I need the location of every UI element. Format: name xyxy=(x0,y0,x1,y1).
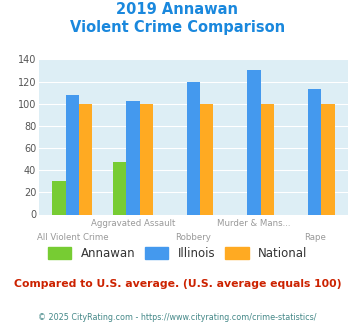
Bar xyxy=(308,89,321,214)
Bar xyxy=(113,162,126,214)
Bar xyxy=(140,104,153,214)
Bar xyxy=(79,104,92,214)
Bar xyxy=(53,181,66,214)
Text: Violent Crime Comparison: Violent Crime Comparison xyxy=(70,20,285,35)
Text: Compared to U.S. average. (U.S. average equals 100): Compared to U.S. average. (U.S. average … xyxy=(14,279,341,289)
Text: 2019 Annawan: 2019 Annawan xyxy=(116,2,239,16)
Bar xyxy=(200,104,213,214)
Bar xyxy=(66,95,79,214)
Text: Aggravated Assault: Aggravated Assault xyxy=(91,219,175,228)
Bar xyxy=(126,102,140,214)
Legend: Annawan, Illinois, National: Annawan, Illinois, National xyxy=(48,247,307,260)
Bar xyxy=(247,71,261,215)
Text: Murder & Mans...: Murder & Mans... xyxy=(217,219,291,228)
Bar xyxy=(187,82,200,214)
Text: Robbery: Robbery xyxy=(175,233,212,242)
Text: All Violent Crime: All Violent Crime xyxy=(37,233,108,242)
Bar xyxy=(321,104,334,214)
Text: © 2025 CityRating.com - https://www.cityrating.com/crime-statistics/: © 2025 CityRating.com - https://www.city… xyxy=(38,313,317,322)
Text: Rape: Rape xyxy=(304,233,326,242)
Bar xyxy=(261,104,274,214)
